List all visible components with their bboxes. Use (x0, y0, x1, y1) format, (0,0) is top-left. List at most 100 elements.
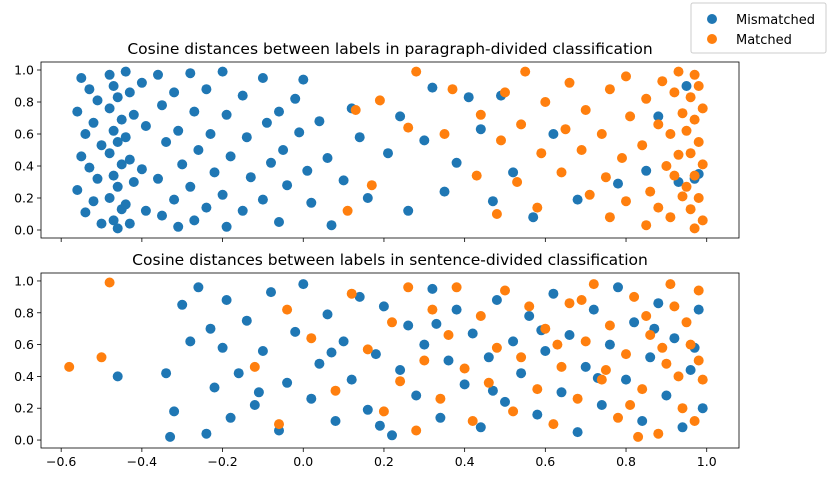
paragraph-point-mismatched (487, 196, 498, 207)
sentence-point-matched (475, 311, 486, 321)
paragraph-point-mismatched (245, 172, 256, 183)
paragraph-ytick-label: 0.2 (14, 191, 34, 206)
paragraph-point-matched (600, 172, 611, 183)
sentence-point-mismatched (491, 295, 502, 305)
sentence-point-mismatched (653, 298, 664, 309)
sentence-point-mismatched (508, 336, 519, 347)
paragraph-point-mismatched (173, 221, 184, 232)
sentence-point-matched (467, 416, 478, 426)
paragraph-panel-title: Cosine distances between labels in parag… (127, 40, 652, 58)
sentence-point-mismatched (548, 288, 559, 299)
paragraph-y-axis: 0.0 0.2 0.4 0.6 0.8 1.0 (14, 63, 41, 238)
sentence-point-mismatched (677, 422, 688, 433)
paragraph-point-mismatched (322, 153, 333, 163)
paragraph-point-matched (657, 76, 668, 87)
sentence-point-mismatched (669, 333, 680, 344)
paragraph-point-mismatched (112, 92, 123, 103)
sentence-point-matched (96, 352, 107, 363)
sentence-point-matched (677, 403, 688, 414)
sentence-xtick-label: 0.4 (455, 454, 475, 469)
sentence-xtick-label: 0.8 (616, 454, 636, 469)
paragraph-point-mismatched (193, 145, 204, 155)
paragraph-point-matched (677, 191, 688, 202)
paragraph-point-matched (673, 66, 684, 77)
sentence-point-matched (613, 412, 623, 423)
paragraph-point-mismatched (209, 167, 220, 178)
paragraph-point-mismatched (362, 193, 373, 203)
sentence-point-matched (653, 428, 664, 439)
paragraph-point-matched (693, 81, 704, 91)
sentence-ytick-label: 0.4 (14, 369, 34, 384)
paragraph-point-mismatched (225, 151, 236, 162)
paragraph-point-mismatched (84, 162, 95, 173)
paragraph-point-mismatched (274, 217, 284, 227)
paragraph-point-matched (350, 105, 361, 115)
sentence-point-matched (491, 342, 502, 353)
sentence-point-matched (564, 298, 575, 309)
paragraph-point-matched (584, 189, 595, 200)
paragraph-point-mismatched (136, 77, 147, 88)
sentence-point-mismatched (467, 328, 478, 339)
paragraph-point-mismatched (104, 193, 115, 203)
sentence-point-mismatched (540, 346, 551, 356)
sentence-point-mismatched (427, 283, 438, 294)
paragraph-point-mismatched (80, 129, 91, 139)
sentence-point-matched (661, 358, 672, 369)
paragraph-point-mismatched (274, 106, 284, 117)
paragraph-point-mismatched (108, 170, 119, 181)
sentence-point-matched (673, 371, 684, 382)
paragraph-point-matched (604, 84, 615, 95)
sentence-point-mismatched (112, 371, 123, 382)
paragraph-point-mismatched (124, 87, 135, 98)
sentence-point-mismatched (193, 282, 204, 293)
sentence-point-matched (516, 352, 527, 363)
sentence-point-matched (645, 330, 656, 340)
paragraph-point-matched (685, 204, 696, 215)
sentence-point-matched (552, 339, 563, 350)
paragraph-point-mismatched (92, 173, 103, 184)
sentence-point-mismatched (693, 304, 704, 315)
sentence-point-mismatched (266, 287, 276, 298)
paragraph-point-matched (516, 119, 527, 130)
sentence-ytick-label: 0.2 (14, 401, 34, 416)
sentence-point-matched (274, 419, 284, 430)
paragraph-point-matched (681, 181, 692, 192)
paragraph-point-matched (621, 196, 631, 207)
sentence-point-mismatched (185, 336, 196, 347)
paragraph-point-mismatched (80, 207, 91, 218)
sentence-point-matched (669, 301, 680, 312)
paragraph-ytick-label: 0.0 (14, 223, 34, 238)
sentence-point-mismatched (588, 304, 599, 315)
paragraph-point-matched (411, 66, 422, 77)
paragraph-point-mismatched (681, 81, 692, 91)
sentence-point-mismatched (241, 315, 252, 326)
sentence-point-mismatched (330, 416, 341, 426)
sentence-xtick-label: 1.0 (697, 454, 717, 469)
sentence-point-mismatched (556, 387, 567, 398)
paragraph-point-mismatched (177, 159, 188, 170)
sentence-point-mismatched (572, 427, 583, 438)
sentence-point-matched (411, 425, 422, 436)
paragraph-point-mismatched (116, 114, 127, 125)
sentence-point-mismatched (233, 368, 244, 379)
sentence-point-matched (576, 295, 587, 305)
paragraph-point-mismatched (161, 137, 172, 147)
paragraph-point-mismatched (76, 73, 87, 83)
paragraph-point-mismatched (201, 202, 212, 213)
paragraph-point-matched (689, 170, 700, 181)
paragraph-point-mismatched (120, 132, 131, 143)
sentence-point-matched (104, 277, 115, 288)
sentence-point-mismatched (282, 377, 293, 388)
paragraph-point-mismatched (302, 165, 313, 176)
sentence-ytick-label: 0.8 (14, 305, 34, 320)
sentence-point-mismatched (645, 352, 656, 363)
paragraph-point-mismatched (266, 157, 276, 168)
sentence-point-matched (633, 431, 644, 442)
paragraph-point-matched (653, 202, 664, 213)
paragraph-point-mismatched (205, 129, 216, 139)
paragraph-point-matched (621, 71, 631, 82)
sentence-xtick-label: −0.4 (127, 454, 157, 469)
paragraph-point-mismatched (153, 69, 163, 80)
paragraph-point-mismatched (201, 84, 212, 95)
sentence-point-mismatched (613, 282, 623, 293)
